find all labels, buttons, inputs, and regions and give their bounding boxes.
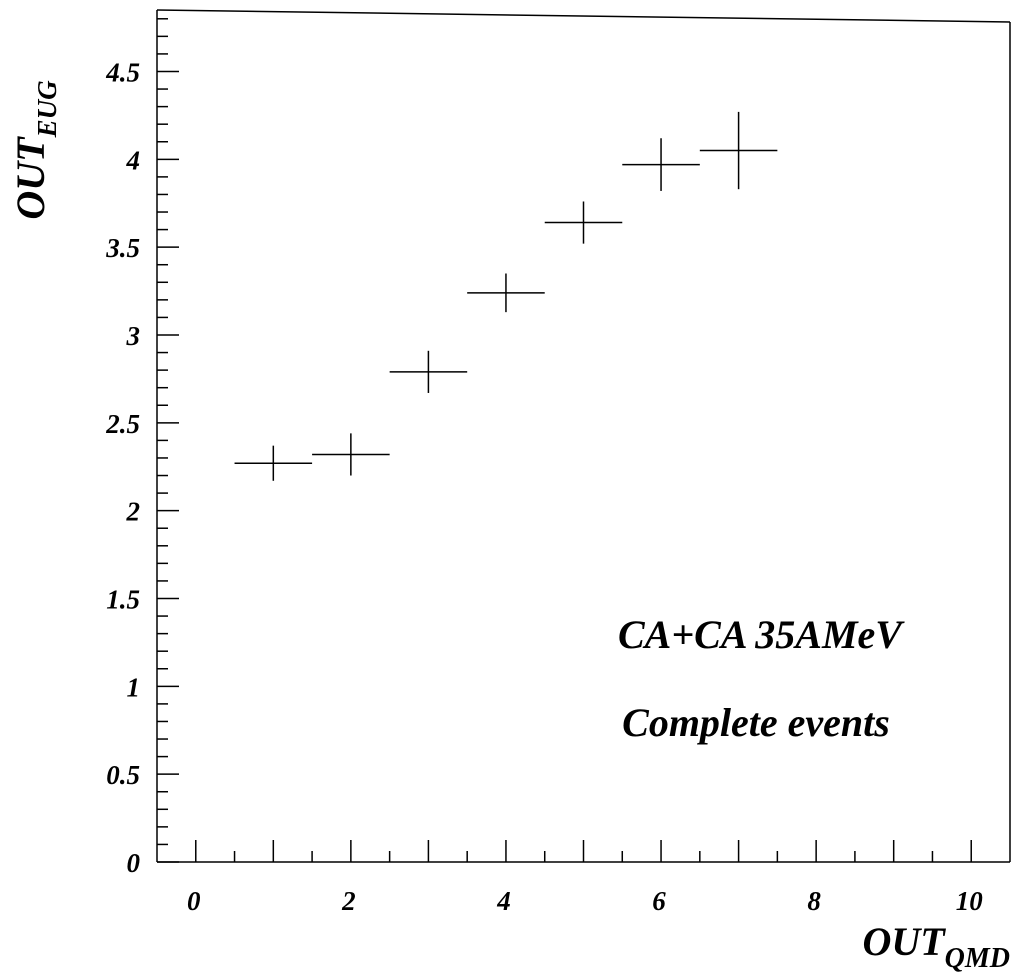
y-tick-label: 0.5 — [106, 760, 140, 790]
x-axis-ticks — [195, 840, 972, 862]
y-tick-label: 4.5 — [105, 57, 140, 87]
top-frame-line — [156, 9, 1011, 23]
annotation-event-selection: Complete events — [622, 700, 890, 745]
y-axis-title-sub: EUG — [32, 80, 62, 139]
x-axis-title: OUTQMD — [862, 919, 1010, 974]
x-axis-title-sub: QMD — [945, 943, 1010, 974]
y-tick-label: 3 — [126, 321, 141, 351]
x-tick-label: 10 — [956, 886, 984, 916]
data-point — [544, 201, 623, 244]
y-tick-label: 3.5 — [105, 233, 140, 263]
y-axis-tick-labels: 0 0.5 1 1.5 2 2.5 3 3.5 4 4.5 — [105, 57, 140, 878]
y-tick-label: 2 — [126, 497, 141, 527]
x-tick-label: 2 — [341, 886, 356, 916]
y-axis-title-main: OUT — [8, 136, 53, 220]
y-tick-label: 4 — [126, 145, 141, 175]
y-tick-label: 2.5 — [105, 409, 140, 439]
annotation-reaction: CA+CA 35AMeV — [618, 612, 905, 657]
data-points — [234, 111, 778, 481]
y-axis-title: OUTEUG — [8, 80, 62, 220]
data-point — [234, 445, 313, 481]
y-tick-label: 1.5 — [106, 584, 140, 614]
data-point — [699, 111, 778, 190]
data-point — [467, 273, 545, 313]
y-axis-ticks — [157, 18, 179, 863]
x-axis-title-main: OUT — [862, 919, 946, 964]
x-tick-label: 0 — [187, 886, 201, 916]
data-point — [622, 138, 700, 191]
y-tick-label: 1 — [127, 672, 141, 702]
data-point — [312, 433, 390, 476]
x-tick-label: 4 — [496, 886, 511, 916]
x-tick-label: 8 — [807, 886, 821, 916]
x-tick-label: 6 — [652, 886, 666, 916]
data-point — [389, 350, 468, 393]
plot-frame — [156, 9, 1011, 863]
x-axis-tick-labels: 0 2 4 6 8 10 — [187, 886, 983, 916]
y-tick-label: 0 — [127, 848, 141, 878]
